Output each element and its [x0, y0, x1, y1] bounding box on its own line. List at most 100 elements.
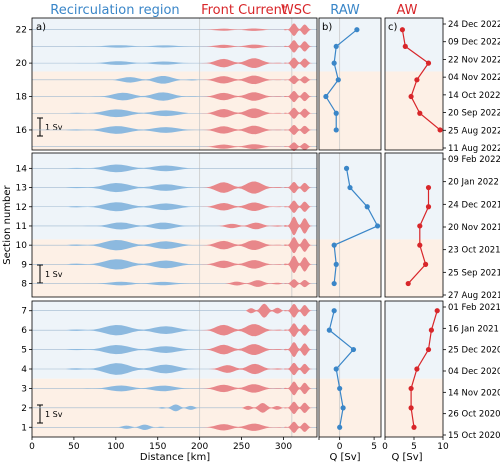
date-label: 22 Nov 2022: [448, 55, 500, 65]
aw-point: [405, 280, 411, 287]
date-label: 25 Sep 2021: [448, 268, 500, 278]
raw-x-axis-label: Q [Sv]: [329, 452, 360, 463]
transport-shape: [283, 303, 313, 318]
transport-shape: [283, 237, 313, 254]
panel-frame: [31, 17, 318, 151]
transport-shape: [283, 421, 313, 433]
scale-bar-label: 1 Sv: [45, 270, 63, 279]
transport-shape: [199, 344, 284, 356]
blue-background: [385, 301, 443, 379]
date-label: 16 Jan 2021: [448, 324, 499, 334]
aw-point: [408, 405, 414, 411]
y-tick-label: 10: [16, 241, 28, 251]
aw-plot: c) 0 5 10: [382, 17, 449, 452]
date-labels: 24 Dec 2022 09 Dec 2022 22 Nov 2022 04 Nov …: [443, 20, 500, 441]
raw-point: [331, 242, 337, 248]
orange-background: [319, 71, 381, 150]
panel-frame: [31, 152, 318, 298]
transport-shape: [241, 402, 284, 413]
aw-x-tick-label: 5: [411, 442, 417, 452]
date-label: 04 Dec 2020: [448, 367, 500, 377]
date-label: 09 Feb 2022: [448, 155, 500, 165]
aw-x-axis-label: Q [Sv]: [391, 452, 422, 463]
raw-point: [337, 424, 343, 430]
aw-point: [425, 346, 432, 353]
x-tick-label: 0: [29, 442, 35, 452]
y-tick-label: 18: [16, 93, 28, 103]
aw-point: [437, 127, 443, 133]
raw-point: [333, 366, 339, 372]
date-label: 24 Dec 2021: [448, 200, 500, 210]
raw-point: [350, 346, 357, 353]
transport-shape: [82, 222, 200, 230]
aw-point: [399, 27, 405, 33]
y-tick-label: 5: [21, 346, 27, 356]
date-label: 04 Nov 2022: [448, 73, 500, 83]
blue-background: [385, 18, 443, 72]
y-tick-label: 20: [16, 59, 28, 69]
date-label: 25 Dec 2020: [448, 346, 500, 356]
aw-line: [407, 187, 430, 284]
y-tick-label: 3: [21, 384, 27, 394]
transport-shape: [283, 142, 313, 151]
aw-point: [425, 60, 432, 66]
raw-point: [354, 27, 360, 33]
transport-shape: [199, 260, 284, 269]
transport-shape: [283, 23, 313, 36]
transport-shape: [65, 126, 200, 134]
raw-point: [326, 327, 332, 333]
transport-shape: [283, 401, 313, 415]
transport-shape: [283, 342, 313, 357]
transport-shape: [199, 28, 284, 31]
orange-background: [32, 239, 317, 297]
transport-shape: [199, 181, 284, 194]
raw-point: [331, 60, 337, 66]
header-front-current: Front Current: [201, 3, 287, 18]
transport-shape: [283, 57, 313, 69]
x-tick-label: 300: [275, 442, 292, 452]
date-label: 14 Nov 2020: [448, 388, 500, 398]
raw-point: [374, 223, 381, 229]
blue-background: [319, 153, 381, 240]
section-plot: 1 Sv1 Sv1 Sv1234567891011121314161820220…: [16, 17, 318, 452]
date-label: 23 Oct 2021: [448, 246, 500, 256]
date-label: 27 Aug 2021: [448, 291, 500, 301]
y-tick-label: 8: [21, 280, 27, 290]
panel-label-c: c): [388, 22, 397, 33]
date-label: 15 Oct 2020: [448, 431, 500, 441]
aw-point: [417, 223, 423, 229]
aw-point: [417, 110, 423, 116]
date-label: 20 Nov 2021: [448, 223, 500, 233]
transport-shape: [90, 92, 200, 101]
y-axis-label: Section number: [2, 184, 13, 264]
raw-point: [333, 43, 339, 50]
transport-shape: [283, 107, 313, 119]
aw-point: [411, 424, 417, 430]
date-label: 25 Aug 2022: [448, 126, 500, 136]
y-tick-label: 9: [21, 260, 27, 270]
transport-shape: [65, 164, 200, 173]
transport-shape: [65, 202, 200, 212]
raw-point: [333, 261, 339, 267]
y-tick-label: 14: [16, 164, 28, 174]
date-label: 20 Sep 2022: [448, 109, 500, 119]
transport-shape: [245, 303, 284, 318]
transport-shape: [199, 202, 284, 212]
panel-frame: [384, 17, 444, 151]
blue-background: [385, 153, 443, 240]
transport-shape: [283, 323, 313, 337]
aw-point: [414, 366, 420, 372]
raw-point: [337, 385, 343, 392]
transport-shape: [283, 279, 313, 288]
transport-shape: [65, 259, 200, 270]
raw-x-tick-label: 5: [371, 442, 377, 452]
y-tick-label: 4: [21, 365, 27, 375]
aw-point: [423, 261, 429, 267]
date-label: 11 Aug 2022: [448, 144, 500, 154]
raw-point: [347, 184, 353, 191]
transport-shape: [199, 92, 284, 101]
raw-point: [340, 405, 346, 411]
x-tick-label: 250: [233, 442, 250, 452]
transport-shape: [199, 108, 284, 119]
